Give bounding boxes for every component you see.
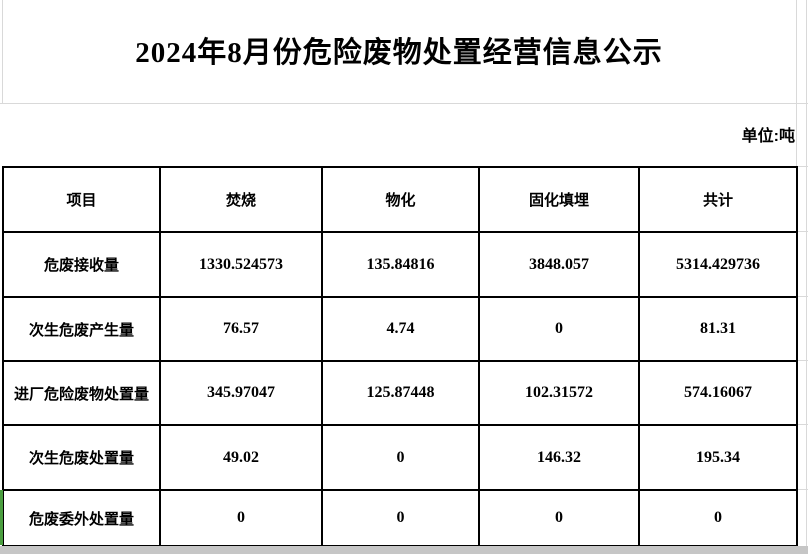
value-cell[interactable]: 3848.057 xyxy=(478,231,640,298)
table-header-row: 项目 焚烧 物化 固化填埋 共计 xyxy=(2,166,798,233)
gridline-vertical-left xyxy=(2,0,3,103)
row-label-cell[interactable]: 危废委外处置量 xyxy=(2,489,161,547)
value-cell[interactable]: 0 xyxy=(478,296,640,362)
gridline-horizontal-title-bottom xyxy=(0,103,808,104)
value-cell[interactable]: 0 xyxy=(478,489,640,547)
table-row-incoming-waste-disposed: 进厂危险废物处置量 345.97047 125.87448 102.31572 … xyxy=(2,360,798,426)
gridline-horizontal-row xyxy=(797,231,808,232)
gridline-horizontal-row xyxy=(797,166,808,167)
table-row-secondary-waste-disposed: 次生危废处置量 49.02 0 146.32 195.34 xyxy=(2,424,798,491)
header-cell-solidification-landfill[interactable]: 固化填埋 xyxy=(478,166,640,233)
gridline-vertical-right xyxy=(796,0,797,166)
value-cell[interactable]: 5314.429736 xyxy=(638,231,798,298)
header-cell-project[interactable]: 项目 xyxy=(2,166,161,233)
value-cell[interactable]: 0 xyxy=(638,489,798,547)
value-cell[interactable]: 0 xyxy=(321,489,480,547)
value-cell[interactable]: 0 xyxy=(321,424,480,491)
value-cell[interactable]: 135.84816 xyxy=(321,231,480,298)
header-cell-physicochemical[interactable]: 物化 xyxy=(321,166,480,233)
value-cell[interactable]: 574.16067 xyxy=(638,360,798,426)
table-row-outsourced-waste-disposed: 危废委外处置量 0 0 0 0 xyxy=(2,489,798,547)
header-cell-incineration[interactable]: 焚烧 xyxy=(159,166,323,233)
value-cell[interactable]: 345.97047 xyxy=(159,360,323,426)
gridline-horizontal-row xyxy=(797,424,808,425)
page-title: 2024年8月份危险废物处置经营信息公示 xyxy=(135,37,663,69)
table-row-secondary-waste-generated: 次生危废产生量 76.57 4.74 0 81.31 xyxy=(2,296,798,362)
gridline-vertical-edge xyxy=(806,0,807,546)
value-cell[interactable]: 125.87448 xyxy=(321,360,480,426)
data-table: 项目 焚烧 物化 固化填埋 共计 危废接收量 1330.524573 135.8… xyxy=(2,166,798,547)
value-cell[interactable]: 81.31 xyxy=(638,296,798,362)
value-cell[interactable]: 146.32 xyxy=(478,424,640,491)
gridline-horizontal-row xyxy=(797,489,808,490)
row-label-cell[interactable]: 进厂危险废物处置量 xyxy=(2,360,161,426)
header-cell-total[interactable]: 共计 xyxy=(638,166,798,233)
value-cell[interactable]: 49.02 xyxy=(159,424,323,491)
row-label-cell[interactable]: 次生危废处置量 xyxy=(2,424,161,491)
value-cell[interactable]: 1330.524573 xyxy=(159,231,323,298)
active-cell-selection-border[interactable] xyxy=(0,490,3,545)
gridline-horizontal-row xyxy=(797,296,808,297)
value-cell[interactable]: 0 xyxy=(159,489,323,547)
table-row-waste-received: 危废接收量 1330.524573 135.84816 3848.057 531… xyxy=(2,231,798,298)
unit-label: 单位:吨 xyxy=(741,128,795,145)
value-cell[interactable]: 102.31572 xyxy=(478,360,640,426)
row-label-cell[interactable]: 次生危废产生量 xyxy=(2,296,161,362)
value-cell[interactable]: 76.57 xyxy=(159,296,323,362)
row-label-cell[interactable]: 危废接收量 xyxy=(2,231,161,298)
value-cell[interactable]: 195.34 xyxy=(638,424,798,491)
value-cell[interactable]: 4.74 xyxy=(321,296,480,362)
gridline-horizontal-row xyxy=(797,360,808,361)
sheet-edge-strip xyxy=(0,546,808,554)
